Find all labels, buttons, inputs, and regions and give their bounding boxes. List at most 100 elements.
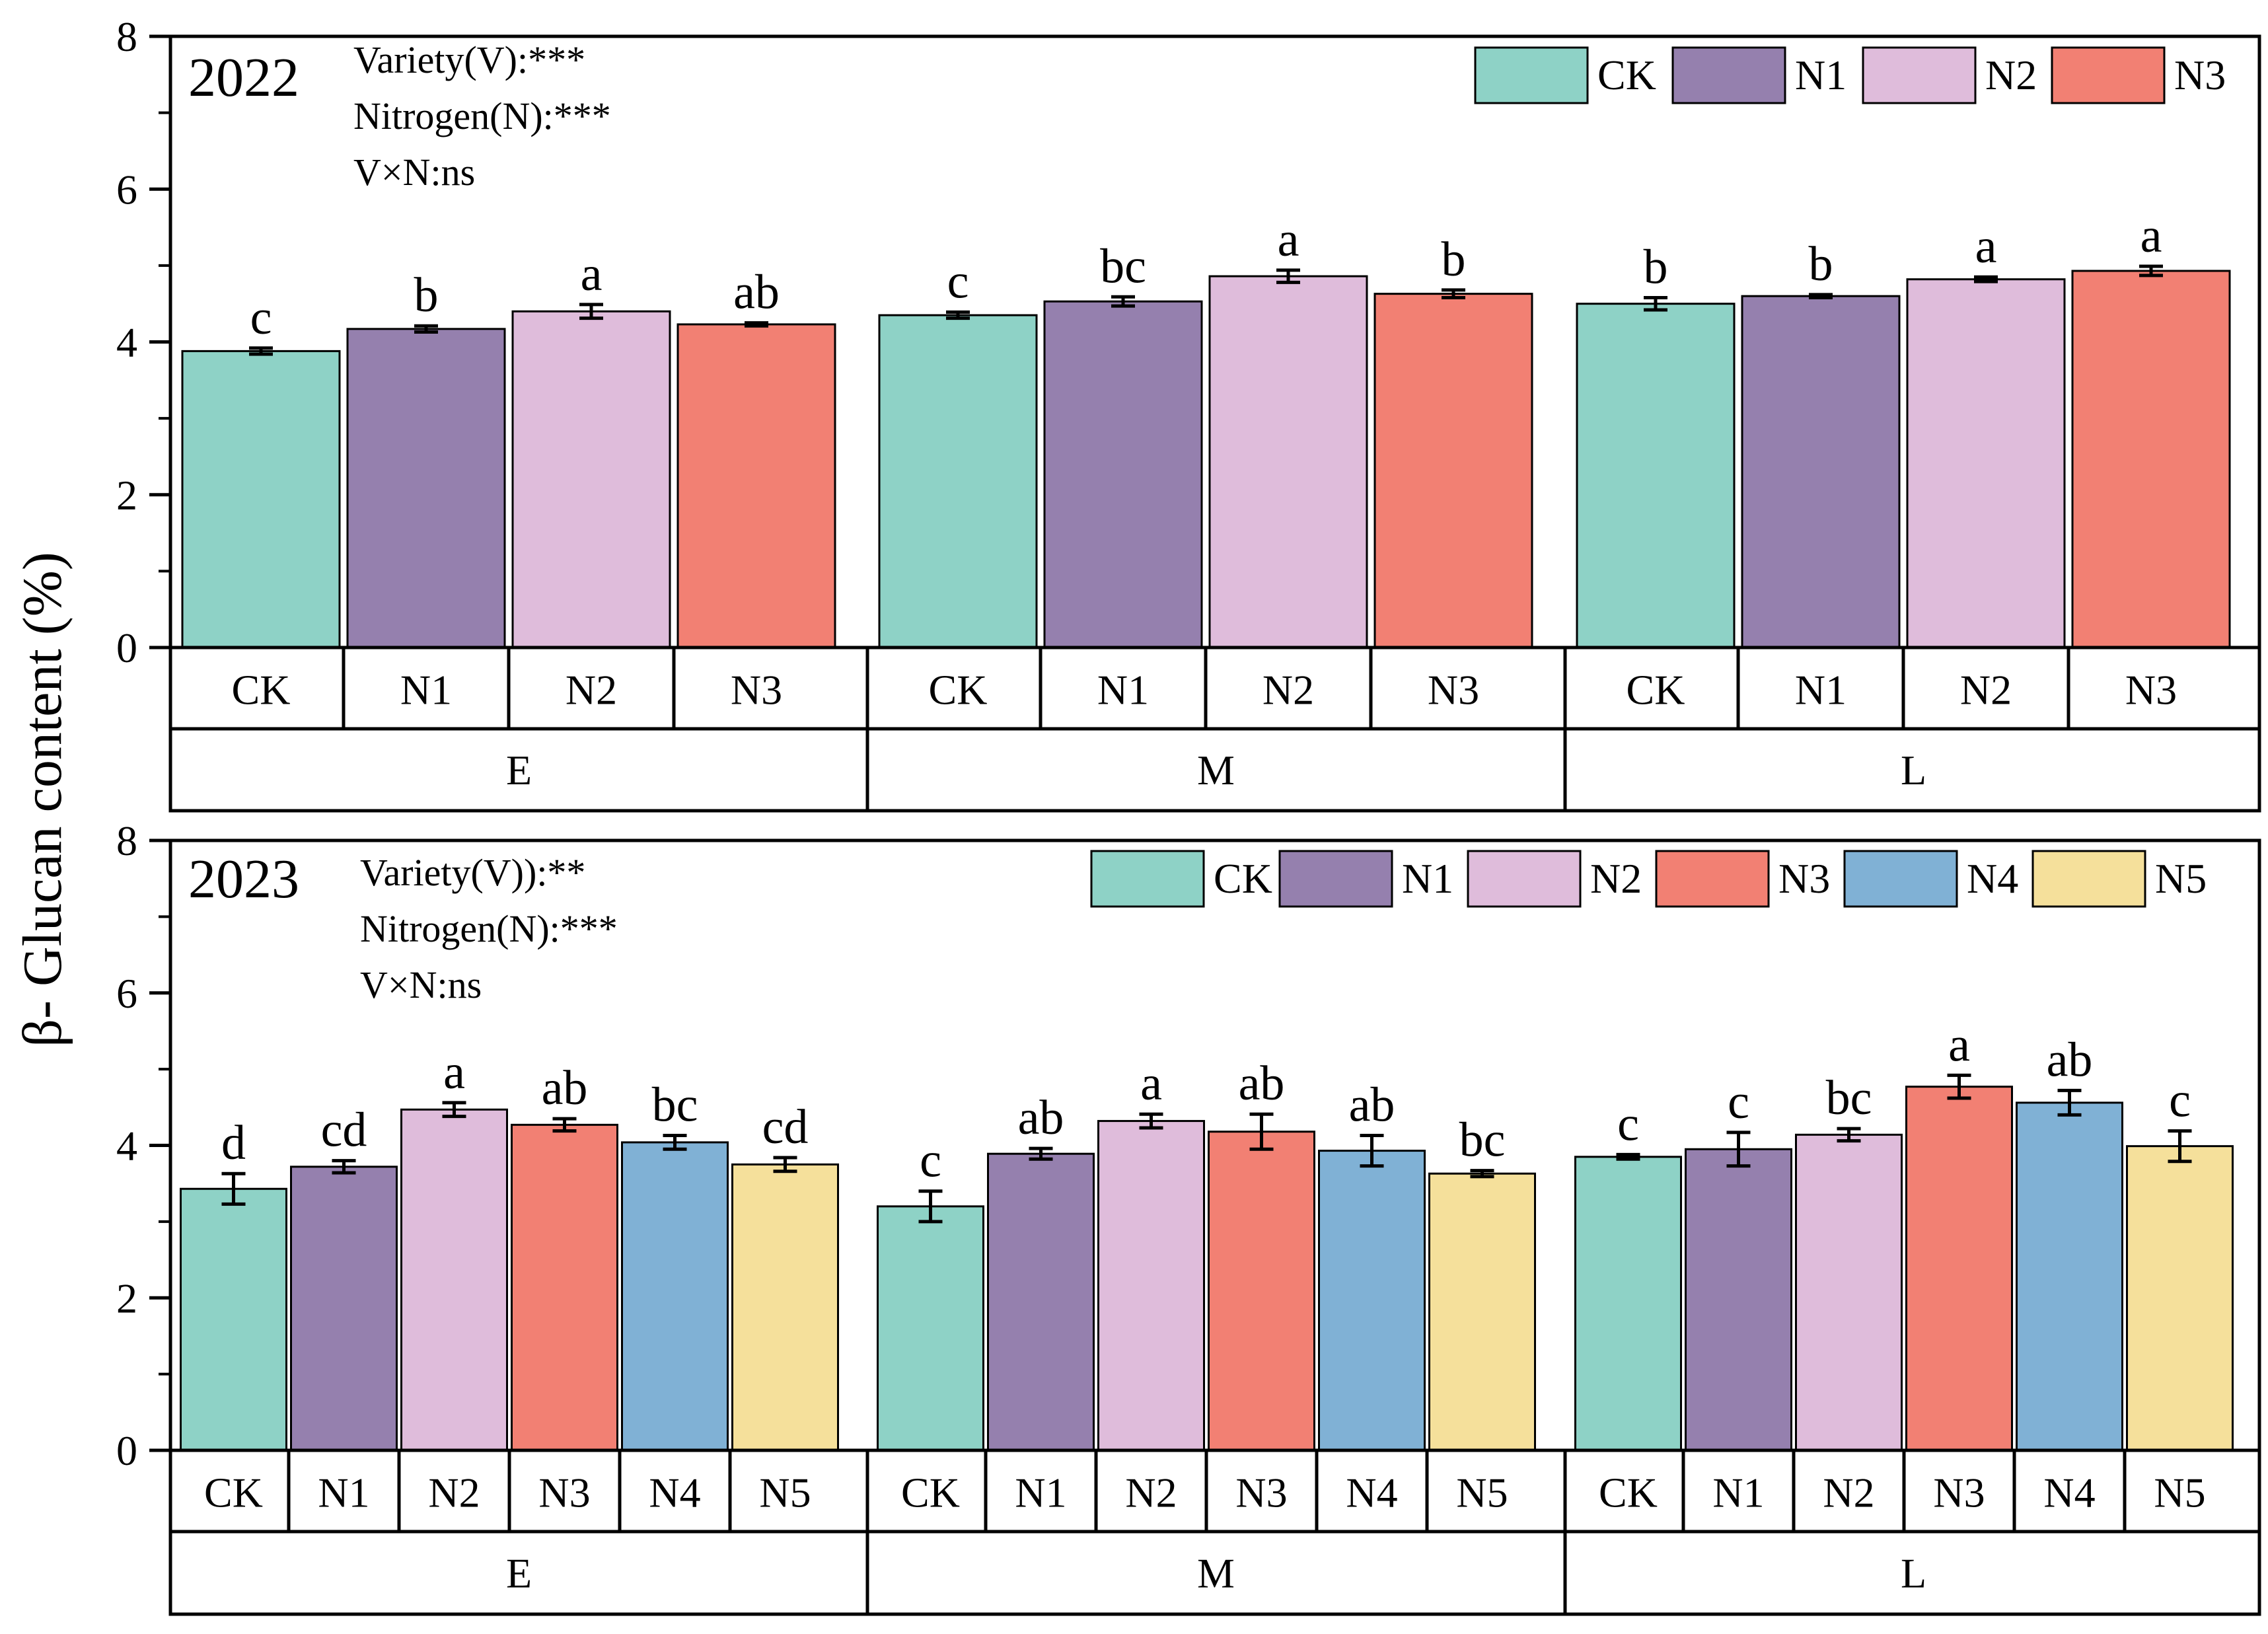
- legend-swatch-n1: [1671, 46, 1786, 104]
- bar: [181, 350, 341, 649]
- significance-letter: c: [920, 1134, 941, 1188]
- significance-letter: cd: [762, 1100, 809, 1154]
- legend-swatch-n2: [1862, 46, 1977, 104]
- legend-label-n1: N1: [1402, 855, 1453, 902]
- legend-label-n2: N2: [1985, 52, 2037, 98]
- bar: [1043, 300, 1203, 649]
- x-tick-label: N2: [566, 667, 617, 714]
- stats-text: V×N:ns: [353, 151, 475, 194]
- x-tick-label: N2: [1823, 1469, 1874, 1516]
- significance-letter: a: [1278, 213, 1299, 267]
- x-tick-label: N2: [1262, 667, 1314, 714]
- significance-letter: c: [250, 291, 272, 345]
- panel-2022: 0 2 4 6 8 2022 Variety(V):*** Nitrogen(N):*** V×…: [116, 13, 2261, 813]
- x-tick-label: N3: [1933, 1469, 1985, 1516]
- stats-text: Nitrogen(N):***: [353, 94, 611, 137]
- bar: [1574, 1156, 1682, 1452]
- legend-swatch-n4: [1843, 850, 1958, 908]
- x-tick-label: N3: [1428, 667, 1479, 714]
- significance-letter: a: [581, 247, 603, 301]
- x-tick-label: N2: [1960, 667, 2012, 714]
- bar: [346, 328, 506, 649]
- legend-swatch-n5: [2031, 850, 2146, 908]
- x-tick-label: N4: [2043, 1469, 2095, 1516]
- bar: [2016, 1101, 2123, 1452]
- bar: [1685, 1148, 1792, 1452]
- x-tick-label: N1: [400, 667, 452, 714]
- significance-letter: d: [221, 1116, 246, 1170]
- y-tick-label: 0: [116, 1427, 137, 1474]
- panel-2023: 0 2 4 6 8 2023 Variety(V)):** Nitrogen(N):*** V×…: [116, 817, 2261, 1616]
- significance-letter: ab: [542, 1061, 588, 1115]
- y-tick-label: 2: [116, 472, 137, 519]
- bar: [677, 323, 836, 649]
- significance-letter: c: [947, 254, 969, 309]
- x-tick-label: N1: [318, 1469, 369, 1516]
- bar: [2071, 270, 2231, 649]
- significance-letter: c: [1728, 1075, 1749, 1129]
- significance-letter: ab: [1239, 1057, 1285, 1111]
- legend-label-n2: N2: [1590, 855, 1642, 902]
- x-tick-label: N4: [1346, 1469, 1397, 1516]
- stats-text: Variety(V)):**: [360, 851, 585, 894]
- significance-letter: a: [443, 1045, 465, 1099]
- bar: [1428, 1172, 1536, 1452]
- significance-letter: ab: [1018, 1091, 1064, 1145]
- x-tick-label: N3: [1235, 1469, 1287, 1516]
- y-tick-label: 2: [116, 1275, 137, 1321]
- bar: [511, 1123, 618, 1452]
- significance-letter: cd: [321, 1103, 367, 1158]
- legend-swatch-n3: [2051, 46, 2166, 104]
- y-axis-label: β- Glucan content (%): [12, 552, 73, 1047]
- x-tick-label: N1: [1795, 667, 1847, 714]
- group-label: L: [1901, 1550, 1926, 1597]
- significance-letter: b: [1644, 240, 1668, 294]
- significance-letter: c: [2169, 1074, 2191, 1128]
- x-tick-label: N1: [1712, 1469, 1764, 1516]
- bar: [731, 1163, 839, 1452]
- bar: [878, 314, 1038, 649]
- bar: [180, 1187, 287, 1452]
- significance-letter: bc: [1826, 1071, 1872, 1125]
- significance-letter: a: [2140, 209, 2162, 263]
- x-tick-label: CK: [204, 1469, 263, 1516]
- y-tick-label: 8: [116, 817, 137, 864]
- y-tick-label: 6: [116, 970, 137, 1017]
- x-tick-label: N4: [649, 1469, 700, 1516]
- group-label: M: [1197, 747, 1235, 794]
- significance-letter: ab: [2047, 1033, 2093, 1087]
- significance-letter: a: [1140, 1057, 1162, 1111]
- significance-letter: a: [1975, 219, 1997, 274]
- bar: [1097, 1120, 1205, 1452]
- x-tick-label: N5: [1456, 1469, 1508, 1516]
- panel-title: 2022: [188, 47, 299, 108]
- x-tick-label: CK: [901, 1469, 960, 1516]
- significance-letter: c: [1617, 1097, 1639, 1151]
- group-label: E: [506, 1550, 532, 1597]
- y-tick-label: 4: [116, 1123, 137, 1170]
- legend-label-n4: N4: [1967, 855, 2018, 902]
- legend-label-ck: CK: [1597, 52, 1656, 98]
- bar: [511, 310, 671, 649]
- bar: [2126, 1145, 2234, 1452]
- bar: [1906, 278, 2066, 649]
- legend-swatch-ck: [1090, 850, 1205, 908]
- group-label: L: [1901, 747, 1926, 794]
- stats-text: Variety(V):***: [353, 38, 585, 81]
- significance-letter: ab: [1349, 1078, 1395, 1133]
- x-tick-label: CK: [929, 667, 988, 714]
- significance-letter: ab: [733, 266, 780, 320]
- bar: [1208, 1131, 1315, 1452]
- significance-letter: b: [1442, 233, 1466, 287]
- bar: [290, 1166, 398, 1452]
- group-label: M: [1197, 1550, 1235, 1597]
- x-tick-label: N2: [428, 1469, 480, 1516]
- bar: [987, 1152, 1095, 1452]
- legend-swatch-n1: [1278, 850, 1393, 908]
- x-tick-label: N3: [2125, 667, 2177, 714]
- bar: [1576, 303, 1736, 649]
- x-tick-label: N1: [1015, 1469, 1066, 1516]
- x-tick-label: N5: [759, 1469, 811, 1516]
- x-tick-label: CK: [1627, 667, 1685, 714]
